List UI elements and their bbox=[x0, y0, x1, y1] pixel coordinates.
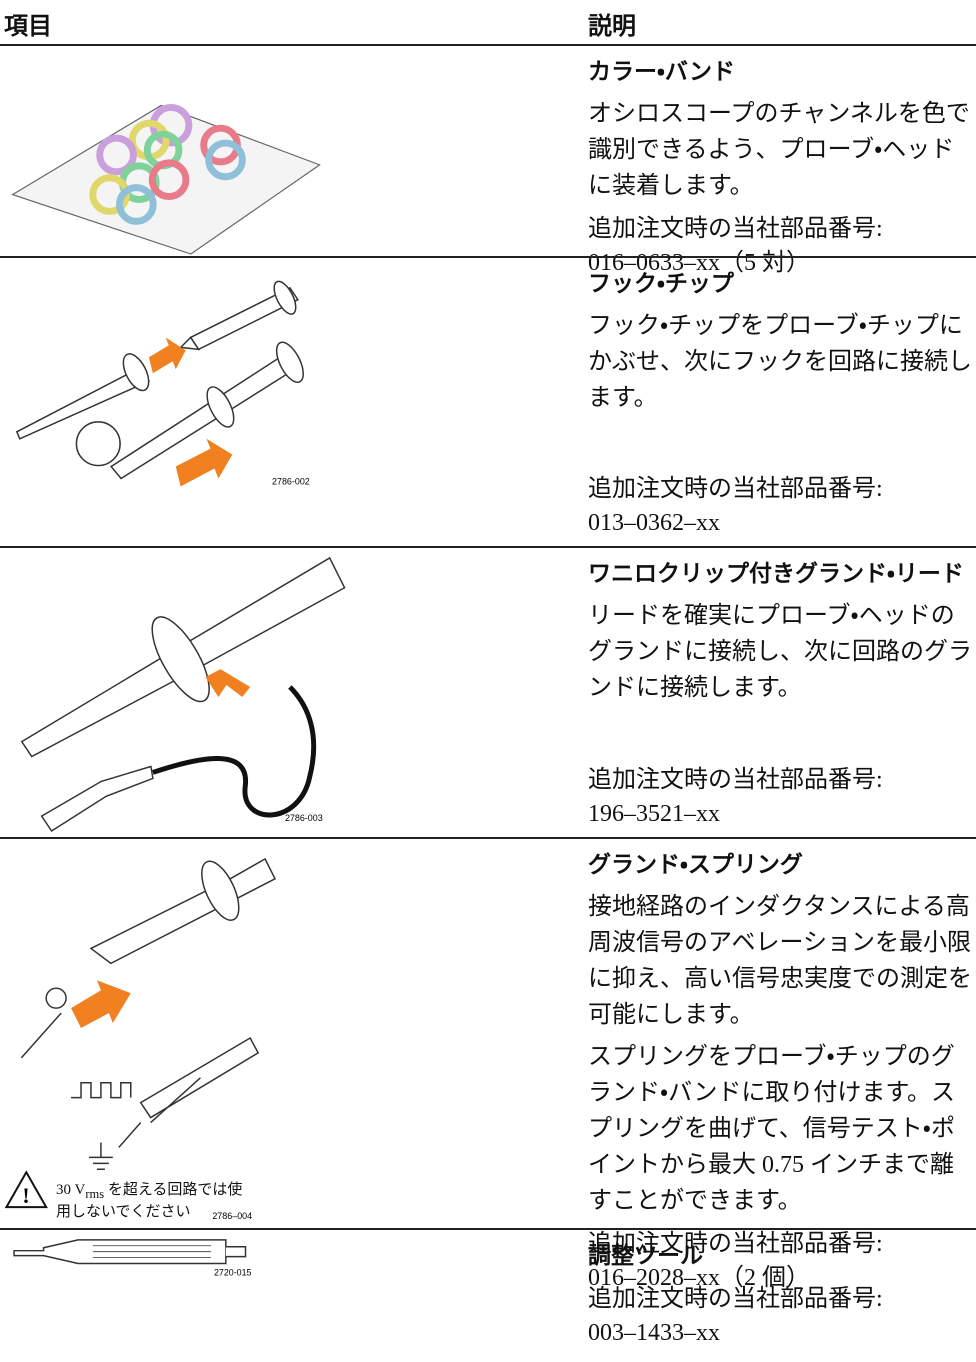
paragraph: 接地経路のインダクタンスによる高周波信号のアベレーションを最小限に抑え、高い信号… bbox=[588, 894, 972, 1028]
paragraph: フック・チップをプローブ・チップにかぶせ、次にフックを回路に接続します。 bbox=[588, 313, 972, 411]
part-info: 追加注文時の当社部品番号: 016–0633–xx（5 対） bbox=[588, 212, 974, 280]
part-label: 追加注文時の当社部品番号: bbox=[588, 1286, 883, 1312]
description-cell: カラー・バンド オシロスコープのチャンネルを色で識別できるよう、プローブ・ヘッド… bbox=[588, 46, 974, 276]
table-row: カラー・バンド オシロスコープのチャンネルを色で識別できるよう、プローブ・ヘッド… bbox=[0, 44, 976, 276]
paragraph: リードを確実にプローブ・ヘッドのグランドに接続し、次に回路のグランドに接続します… bbox=[588, 603, 972, 701]
part-number: 013–0362–xx bbox=[588, 510, 720, 536]
part-number: 003–1433–xx bbox=[588, 1320, 720, 1346]
warning-subscript: rms bbox=[85, 1187, 105, 1201]
description-cell: ワニロクリップ付きグランド・リード リードを確実にプローブ・ヘッドのグランドに接… bbox=[588, 548, 974, 837]
illustration: 2786-003 bbox=[20, 556, 346, 833]
header-description: 説明 bbox=[588, 12, 636, 40]
warning-suffix: を超える回路では使用しないでください bbox=[56, 1182, 243, 1220]
table-header: 項目 説明 bbox=[0, 0, 976, 45]
paragraph: スプリングをプローブ・チップのグランド・バンドに取り付けます。スプリングを曲げて… bbox=[588, 1044, 955, 1214]
description-cell: グランド・スプリング 接地経路のインダクタンスによる高周波信号のアベレーションを… bbox=[588, 839, 974, 1291]
svg-text:!: ! bbox=[22, 1184, 29, 1208]
item-title: ワニロクリップ付きグランド・リード bbox=[588, 561, 964, 587]
part-info: 追加注文時の当社部品番号: 003–1433–xx bbox=[588, 1282, 974, 1350]
paragraph: オシロスコープのチャンネルを色で識別できるよう、プローブ・ヘッドに装着します。 bbox=[588, 101, 970, 199]
part-number: 016–0633–xx（5 対） bbox=[588, 250, 810, 276]
part-info: 追加注文時の当社部品番号: 013–0362–xx bbox=[588, 472, 974, 540]
illustration bbox=[11, 103, 321, 255]
illustration: 2786–004 ! bbox=[4, 857, 277, 1221]
description-cell: フック・チップ フック・チップをプローブ・チップにかぶせ、次にフックを回路に接続… bbox=[588, 258, 974, 546]
part-label: 追加注文時の当社部品番号: bbox=[588, 216, 883, 242]
item-title: フック・チップ bbox=[588, 271, 734, 297]
figure-code: 2786-003 bbox=[285, 813, 323, 823]
figure-code: 2786-002 bbox=[272, 476, 310, 486]
item-title: カラー・バンド bbox=[588, 59, 735, 85]
header-item: 項目 bbox=[4, 12, 52, 40]
part-label: 追加注文時の当社部品番号: bbox=[588, 1231, 883, 1257]
part-number: 196–3521–xx bbox=[588, 801, 720, 827]
warning-prefix: 30 V bbox=[56, 1182, 86, 1198]
item-title: グランド・スプリング bbox=[588, 852, 803, 878]
part-info: 追加注文時の当社部品番号: 016–2028–xx（2 個） bbox=[588, 1227, 974, 1295]
illustration: 2786-002 bbox=[15, 280, 310, 486]
warning: 30 Vrms を超える回路では使用しないでください bbox=[56, 1181, 256, 1221]
table-row: 2786–004 ! 30 Vrms を超える回路では使用しないでください グラ… bbox=[0, 837, 976, 1291]
part-number: 016–2028–xx（2 個） bbox=[588, 1265, 810, 1291]
table-row: 2720-015 調整ツール 追加注文時の当社部品番号: 003–1433–xx bbox=[0, 1228, 976, 1362]
part-label: 追加注文時の当社部品番号: bbox=[588, 767, 883, 793]
part-info: 追加注文時の当社部品番号: 196–3521–xx bbox=[588, 763, 974, 831]
figure-code: 2786–004 bbox=[212, 1211, 252, 1221]
table-row: 2786-002 フック・チップ フック・チップをプローブ・チップにかぶせ、次に… bbox=[0, 256, 976, 546]
table-row: 2786-003 ワニロクリップ付きグランド・リード リードを確実にプローブ・ヘ… bbox=[0, 546, 976, 837]
illustration: 2720-015 bbox=[13, 1239, 252, 1277]
item-title: 調整ツール bbox=[588, 1243, 703, 1269]
figure-code: 2720-015 bbox=[214, 1267, 252, 1277]
part-label: 追加注文時の当社部品番号: bbox=[588, 476, 883, 502]
description-cell: 調整ツール 追加注文時の当社部品番号: 003–1433–xx bbox=[588, 1230, 974, 1362]
